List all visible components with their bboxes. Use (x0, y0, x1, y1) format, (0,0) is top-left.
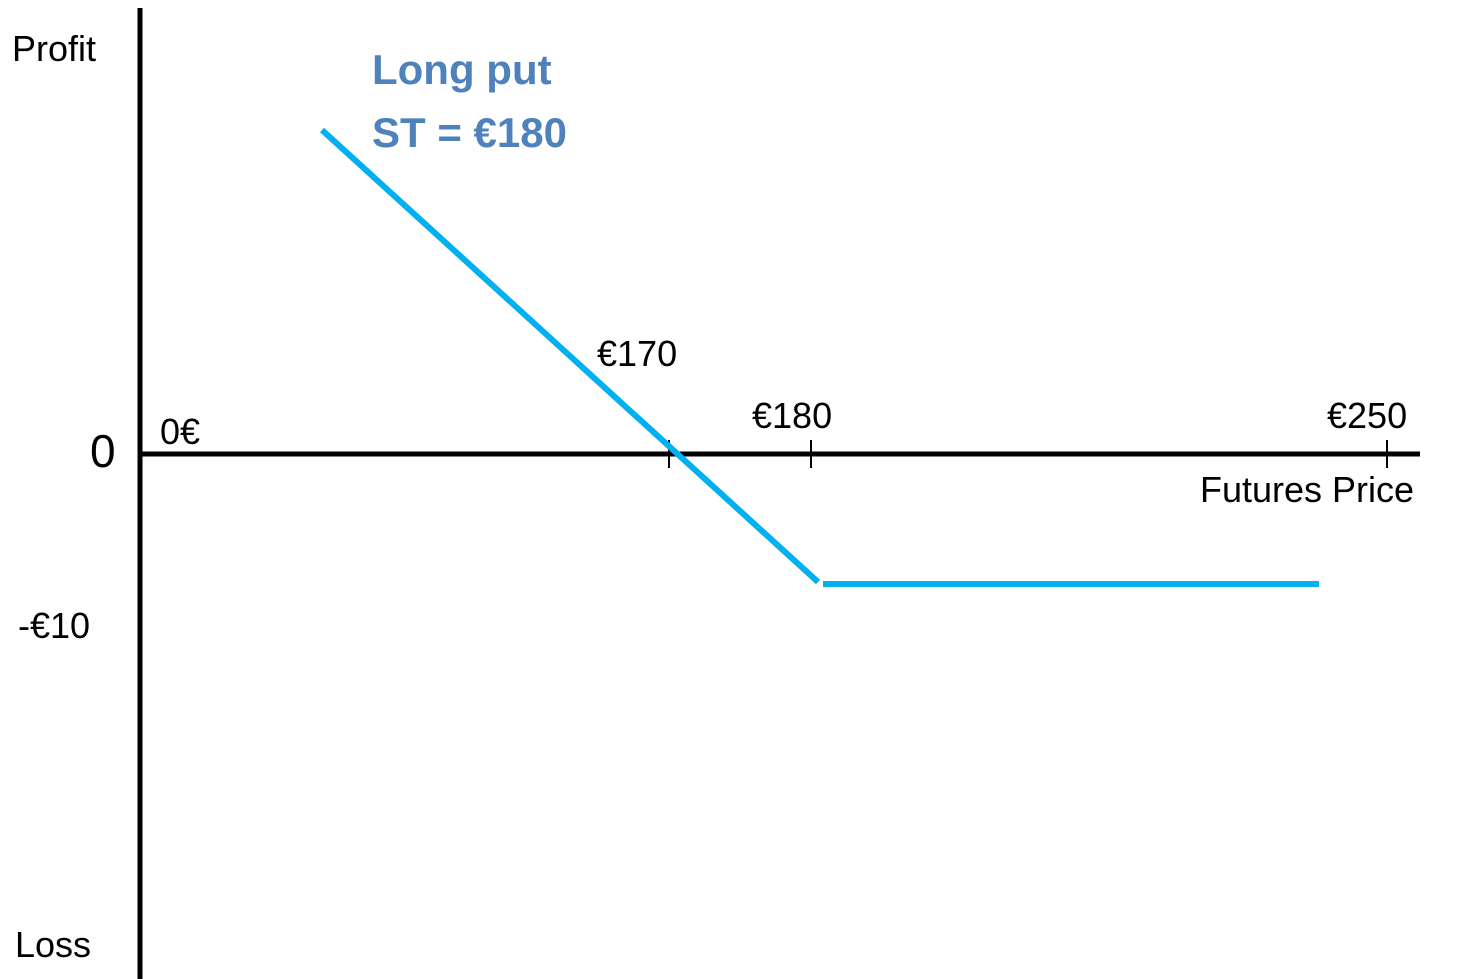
zero-x-label: 0€ (160, 411, 200, 452)
breakeven-label: €170 (597, 333, 677, 374)
y-bottom-label: Loss (15, 924, 91, 965)
strike-label: €180 (752, 395, 832, 436)
payoff-slope (319, 127, 821, 585)
premium-label: -€10 (18, 605, 90, 646)
x-axis-label: Futures Price (1200, 469, 1414, 510)
origin-label: 0 (90, 425, 116, 477)
upper-label: €250 (1327, 395, 1407, 436)
y-top-label: Profit (12, 28, 96, 69)
title: ST = €180 (372, 109, 567, 156)
title: Long put (372, 46, 552, 93)
